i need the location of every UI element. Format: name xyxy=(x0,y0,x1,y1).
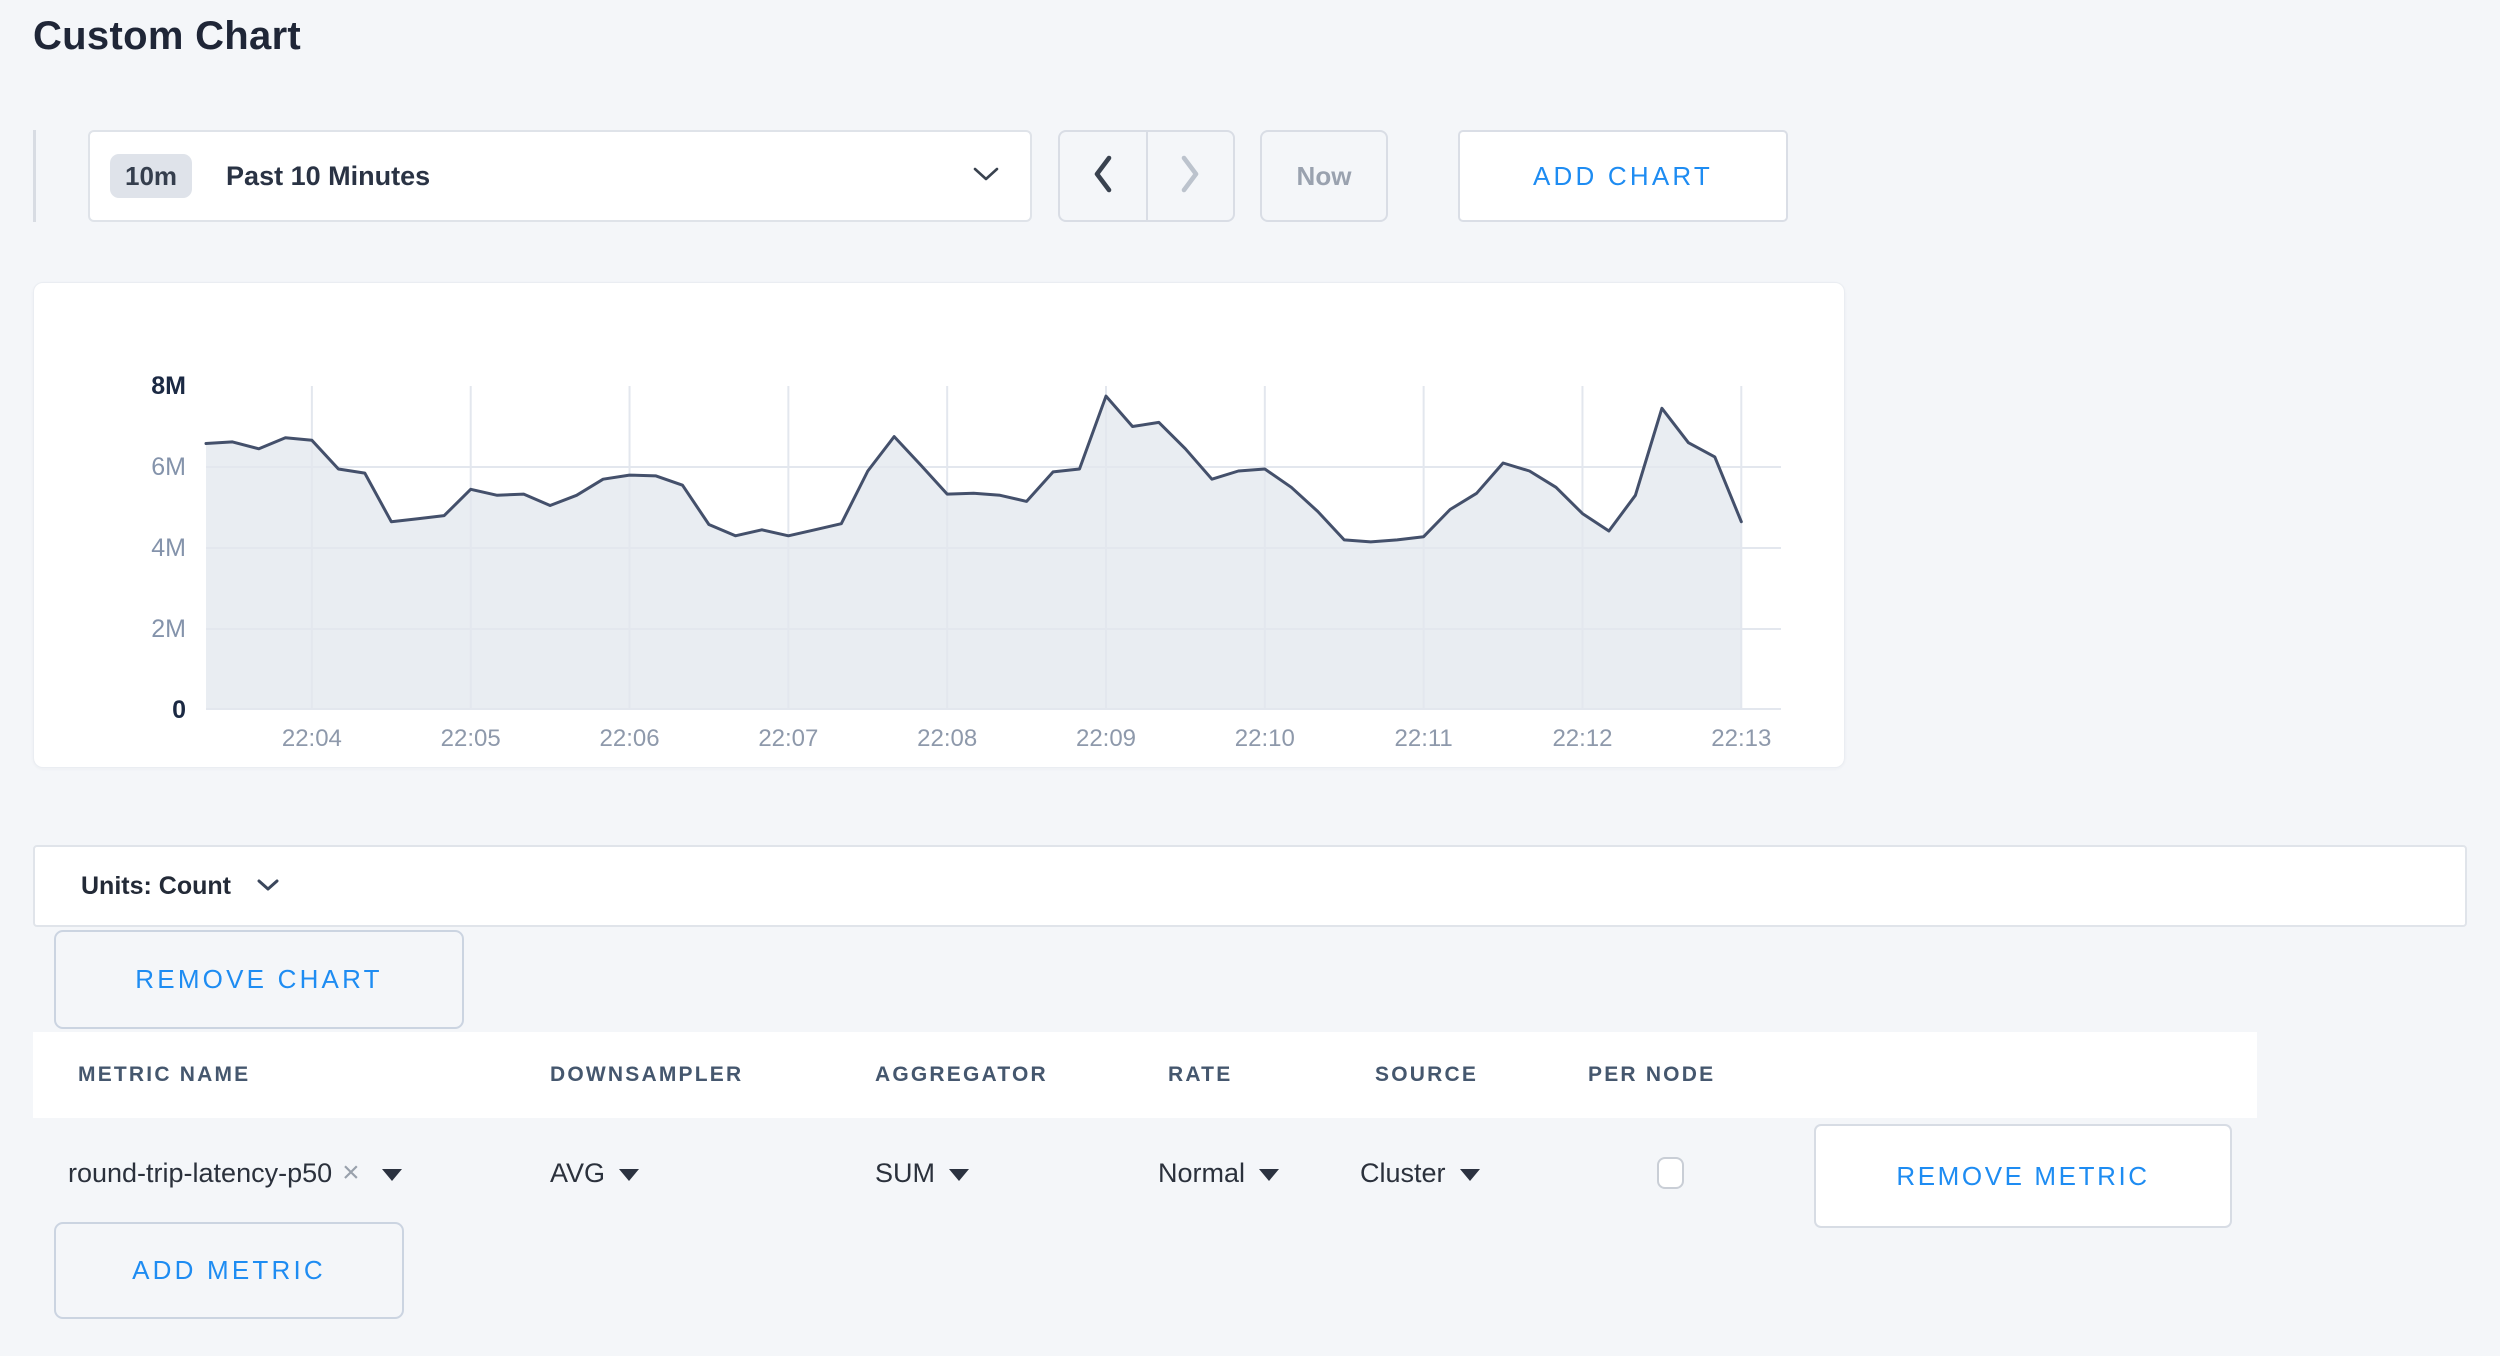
x-tick-label: 22:04 xyxy=(281,725,342,752)
caret-down-icon xyxy=(949,1169,969,1181)
caret-down-icon xyxy=(1459,1169,1480,1181)
chevron-down-icon xyxy=(972,166,1000,187)
units-label: Units: Count xyxy=(81,871,231,900)
column-header-source: SOURCE xyxy=(1375,1063,1479,1086)
y-tick-label: 0 xyxy=(172,696,186,724)
remove-chart-button[interactable]: REMOVE CHART xyxy=(54,930,464,1029)
source-select[interactable]: Cluster xyxy=(1360,1118,1480,1228)
aggregator-value: SUM xyxy=(875,1157,935,1188)
y-tick-label: 2M xyxy=(151,615,186,643)
chevron-right-icon xyxy=(1175,151,1205,202)
time-scale-badge: 10m xyxy=(110,154,193,198)
page-title: Custom Chart xyxy=(33,14,302,58)
x-tick-label: 22:07 xyxy=(758,725,819,752)
column-header-metric-name: METRIC NAME xyxy=(78,1063,251,1086)
column-header-rate: RATE xyxy=(1168,1063,1233,1086)
close-icon[interactable]: × xyxy=(342,1156,360,1189)
prev-time-button[interactable] xyxy=(1060,132,1146,220)
toolbar-divider xyxy=(33,130,36,222)
downsampler-value: AVG xyxy=(550,1157,606,1188)
chart-svg xyxy=(204,386,1781,710)
time-step-button-group xyxy=(1058,130,1235,222)
units-dropdown[interactable]: Units: Count xyxy=(33,845,2467,927)
latency-area-chart xyxy=(204,386,1781,710)
x-tick-label: 22:12 xyxy=(1552,725,1613,752)
remove-metric-button[interactable]: REMOVE METRIC xyxy=(1814,1124,2232,1228)
x-tick-label: 22:05 xyxy=(440,725,501,752)
y-tick-label: 4M xyxy=(151,534,186,562)
chevron-left-icon xyxy=(1088,151,1118,202)
x-tick-label: 22:09 xyxy=(1075,725,1137,752)
metric-table-row: round-trip-latency-p50 × AVG SUM Normal … xyxy=(33,1118,2257,1228)
rate-value: Normal xyxy=(1158,1157,1246,1188)
column-header-aggregator: AGGREGATOR xyxy=(875,1063,1048,1086)
y-tick-label: 8M xyxy=(151,372,186,400)
time-range-dropdown[interactable]: 10m Past 10 Minutes xyxy=(88,130,1032,222)
time-range-label: Past 10 Minutes xyxy=(226,160,431,191)
chart-card: 0 2M 4M 6M 8M 22:04 22:05 22:06 22:07 22:08 22:09 2… xyxy=(33,282,1845,768)
x-tick-label: 22:06 xyxy=(599,725,660,752)
metric-name-value: round-trip-latency-p50 xyxy=(68,1157,333,1188)
column-header-downsampler: DOWNSAMPLER xyxy=(550,1063,744,1086)
x-tick-label: 22:08 xyxy=(917,725,978,752)
caret-down-icon xyxy=(619,1169,640,1181)
metric-name-select[interactable]: round-trip-latency-p50 × xyxy=(68,1118,402,1228)
metrics-table-header: METRIC NAME DOWNSAMPLER AGGREGATOR RATE … xyxy=(33,1032,2257,1118)
column-header-per-node: PER NODE xyxy=(1588,1063,1716,1086)
x-tick-label: 22:11 xyxy=(1394,725,1453,752)
x-tick-label: 22:10 xyxy=(1234,725,1295,752)
add-chart-button[interactable]: ADD CHART xyxy=(1458,130,1788,222)
chevron-down-icon xyxy=(257,879,279,897)
per-node-checkbox[interactable] xyxy=(1657,1157,1684,1189)
add-metric-button[interactable]: ADD METRIC xyxy=(54,1222,404,1319)
caret-down-icon xyxy=(381,1169,402,1181)
now-button[interactable]: Now xyxy=(1260,130,1388,222)
next-time-button[interactable] xyxy=(1145,132,1234,220)
caret-down-icon xyxy=(1259,1169,1280,1181)
x-tick-label: 22:13 xyxy=(1711,725,1772,752)
aggregator-select[interactable]: SUM xyxy=(875,1118,969,1228)
downsampler-select[interactable]: AVG xyxy=(550,1118,640,1228)
source-value: Cluster xyxy=(1360,1157,1446,1188)
per-node-cell xyxy=(1657,1118,1684,1228)
y-tick-label: 6M xyxy=(151,453,186,481)
rate-select[interactable]: Normal xyxy=(1158,1118,1280,1228)
